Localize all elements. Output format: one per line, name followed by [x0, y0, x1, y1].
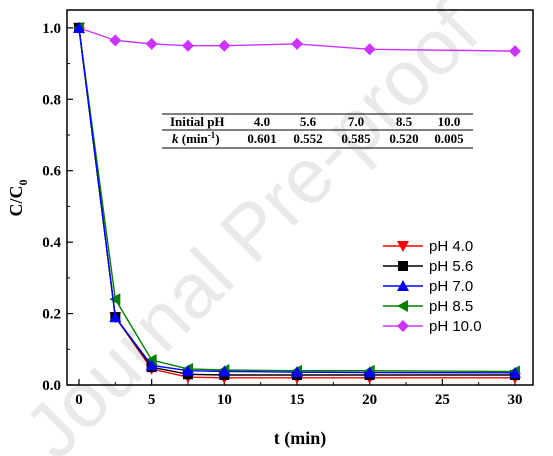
series-layer [73, 21, 521, 384]
x-tick-label: 0 [75, 392, 83, 408]
table-k-value: 0.005 [434, 131, 464, 146]
series-line [78, 27, 516, 52]
x-tick-label: 30 [508, 392, 523, 408]
y-axis-title: C/C0 [6, 180, 30, 217]
data-point [145, 359, 158, 371]
legend-item: pH 7.0 [383, 278, 473, 295]
data-point [145, 354, 157, 366]
legend: pH 4.0 pH 5.6 pH 7.0 pH 8.5 pH 10.0 [383, 238, 482, 335]
data-point [182, 39, 194, 52]
data-point [109, 311, 122, 323]
x-tick-label: 20 [362, 392, 377, 408]
legend-label: pH 5.6 [429, 258, 473, 275]
y-tick-label: 0.4 [42, 235, 61, 251]
x-axis-title: t (min) [274, 428, 327, 449]
y-axis-title-main: C/C [6, 186, 26, 217]
data-point [363, 43, 376, 56]
data-point [363, 366, 376, 378]
table-k-value: 0.601 [247, 131, 276, 146]
x-tick-label: 25 [435, 392, 450, 408]
y-tick-label: 0.8 [42, 92, 61, 108]
data-point [218, 39, 231, 52]
data-point [73, 21, 85, 33]
legend-item: pH 8.5 [383, 298, 473, 315]
data-point [145, 37, 158, 50]
watermark-text: Journal Pre-proof [7, 0, 496, 456]
series-ph-7.0 [73, 21, 521, 378]
table-row-label: k (min-1) [172, 130, 220, 146]
data-point [291, 37, 303, 50]
data-point [218, 365, 231, 377]
legend-label: pH 10.0 [429, 318, 482, 335]
series-line [78, 27, 516, 373]
legend-label: pH 4.0 [429, 238, 473, 255]
svg-text:C/C0: C/C0 [6, 180, 30, 217]
legend-marker [397, 241, 409, 252]
data-point [291, 366, 303, 378]
legend-marker [397, 320, 409, 332]
legend-marker [398, 261, 408, 271]
y-axis: 0.0 0.2 0.4 0.6 0.8 1.0 [42, 21, 73, 394]
table-k-value: 0.552 [293, 131, 322, 146]
table-header-ph: 4.0 [254, 114, 270, 129]
legend-item: pH 4.0 [383, 238, 473, 255]
legend-marker [397, 300, 408, 312]
legend-label: pH 8.5 [429, 298, 473, 315]
y-axis-title-sub: 0 [16, 180, 30, 186]
legend-item: pH 5.6 [383, 258, 473, 275]
table-header-ph: 10.0 [438, 114, 461, 129]
table-header-ph: 7.0 [348, 114, 364, 129]
data-point [109, 293, 121, 306]
series-line [78, 27, 516, 374]
data-point [509, 366, 521, 378]
table-k-value: 0.585 [341, 131, 371, 146]
y-tick-label: 0.0 [42, 378, 61, 394]
data-point [182, 364, 194, 376]
rate-table: Initial pH 4.0 5.6 7.0 8.5 10.0 k (min-1… [162, 113, 473, 149]
y-tick-label: 0.6 [42, 164, 61, 180]
plot-frame [66, 9, 534, 386]
table-header-ph: 8.5 [396, 114, 413, 129]
y-tick-label: 1.0 [42, 21, 61, 37]
series-ph-10.0 [73, 21, 521, 58]
x-tick-label: 10 [217, 392, 232, 408]
x-tick-label: 5 [148, 392, 156, 408]
data-point [109, 34, 122, 47]
data-point [509, 45, 521, 58]
legend-label: pH 7.0 [429, 278, 473, 295]
legend-item: pH 10.0 [383, 318, 482, 335]
legend-marker [397, 280, 409, 291]
watermark: Journal Pre-proof [7, 0, 496, 456]
x-tick-label: 15 [290, 392, 305, 408]
table-header-label: Initial pH [170, 114, 225, 129]
table-k-value: 0.520 [389, 131, 418, 146]
y-tick-label: 0.2 [42, 307, 61, 323]
table-header-ph: 5.6 [300, 114, 317, 129]
x-axis: 0 5 10 15 20 25 30 [75, 379, 523, 408]
